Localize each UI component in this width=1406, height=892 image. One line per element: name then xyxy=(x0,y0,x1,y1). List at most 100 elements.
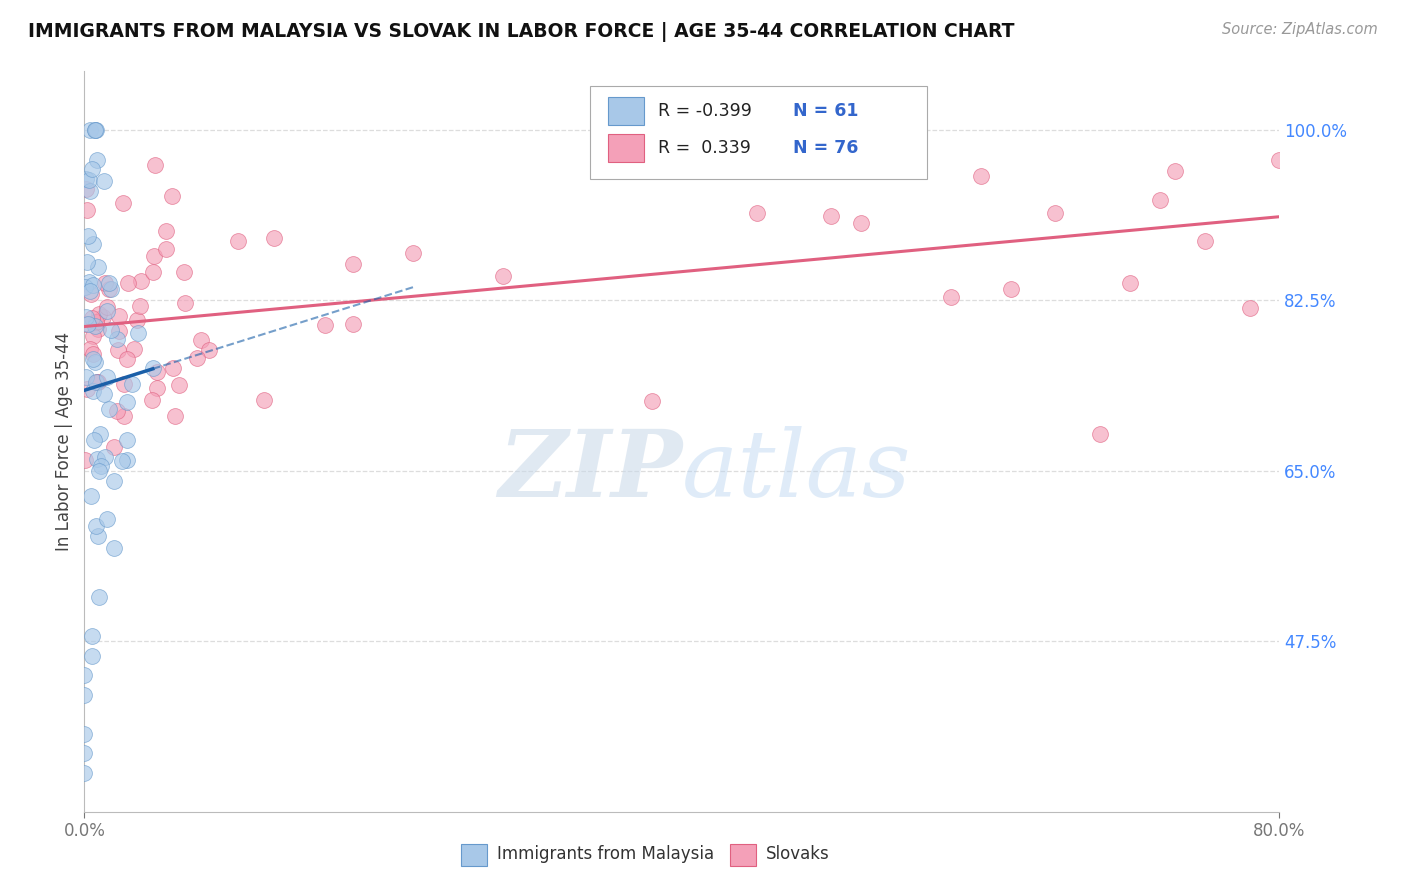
Point xyxy=(1119,277,1142,291)
Text: Slovaks: Slovaks xyxy=(766,845,830,863)
Point xyxy=(121,377,143,392)
Point xyxy=(143,158,166,172)
Point xyxy=(79,123,101,137)
Point xyxy=(79,343,101,357)
Point xyxy=(73,668,96,682)
Point xyxy=(73,280,96,294)
Point xyxy=(745,205,768,219)
Point xyxy=(894,123,917,137)
Point xyxy=(75,172,97,186)
Point xyxy=(84,123,107,137)
Point xyxy=(125,313,148,327)
Text: N = 61: N = 61 xyxy=(793,102,859,120)
Point xyxy=(146,381,169,395)
Point xyxy=(115,351,138,366)
Point xyxy=(82,347,104,361)
Point xyxy=(1090,426,1112,441)
Point xyxy=(122,342,145,356)
Point xyxy=(82,310,104,325)
Point xyxy=(141,393,163,408)
Point xyxy=(87,322,110,336)
FancyBboxPatch shape xyxy=(591,87,927,178)
Point xyxy=(86,452,108,467)
Point xyxy=(820,210,842,224)
Point xyxy=(84,375,107,389)
Point xyxy=(129,299,152,313)
Point xyxy=(1268,153,1291,168)
Point xyxy=(77,318,100,332)
Point xyxy=(94,276,117,290)
Point xyxy=(131,274,153,288)
Point xyxy=(91,310,114,325)
Point xyxy=(127,326,149,340)
Point xyxy=(115,433,138,447)
Point xyxy=(1000,282,1022,296)
Point xyxy=(79,184,101,198)
Text: IMMIGRANTS FROM MALAYSIA VS SLOVAK IN LABOR FORCE | AGE 35-44 CORRELATION CHART: IMMIGRANTS FROM MALAYSIA VS SLOVAK IN LA… xyxy=(28,22,1015,42)
Point xyxy=(173,295,195,310)
Point xyxy=(165,409,187,423)
Bar xyxy=(607,96,644,125)
Point xyxy=(75,182,97,196)
Point xyxy=(80,490,103,504)
Point xyxy=(87,464,110,478)
Point xyxy=(145,365,167,379)
Point xyxy=(73,746,96,760)
Point xyxy=(73,317,96,331)
Point xyxy=(73,452,96,467)
Point xyxy=(87,260,110,274)
Point xyxy=(86,529,108,543)
Point xyxy=(173,265,195,279)
Point xyxy=(851,137,873,152)
Text: N = 76: N = 76 xyxy=(793,138,859,157)
Point xyxy=(86,123,108,137)
Point xyxy=(90,459,112,474)
Point xyxy=(100,323,122,337)
Point xyxy=(82,384,104,398)
Bar xyxy=(730,844,756,866)
Point xyxy=(641,393,664,408)
Point xyxy=(89,307,111,321)
Point xyxy=(83,319,105,334)
Point xyxy=(155,243,177,257)
Point xyxy=(97,276,120,290)
Point xyxy=(98,282,121,296)
Point xyxy=(98,402,121,417)
Point xyxy=(73,765,96,780)
Point xyxy=(83,434,105,448)
Point xyxy=(160,189,183,203)
Point xyxy=(263,231,285,245)
Point xyxy=(155,224,177,238)
Point xyxy=(86,376,108,390)
Text: R = -0.399: R = -0.399 xyxy=(658,102,752,120)
Point xyxy=(112,377,135,392)
Point xyxy=(86,153,108,167)
Point xyxy=(73,727,96,741)
Bar xyxy=(461,844,486,866)
Point xyxy=(103,474,125,488)
Point xyxy=(226,235,249,249)
Point xyxy=(186,351,208,366)
Point xyxy=(84,519,107,533)
Point xyxy=(96,370,118,384)
Text: R =  0.339: R = 0.339 xyxy=(658,138,751,157)
Point xyxy=(96,304,118,318)
Point xyxy=(342,257,364,271)
Point xyxy=(112,409,135,423)
Point xyxy=(82,278,104,293)
Point xyxy=(492,268,515,283)
Point xyxy=(76,255,98,269)
Point xyxy=(402,246,425,260)
Y-axis label: In Labor Force | Age 35-44: In Labor Force | Age 35-44 xyxy=(55,332,73,551)
Point xyxy=(117,276,139,290)
Point xyxy=(103,541,125,556)
Text: Source: ZipAtlas.com: Source: ZipAtlas.com xyxy=(1222,22,1378,37)
Point xyxy=(89,427,111,442)
Point xyxy=(197,343,219,358)
Text: ZIP: ZIP xyxy=(498,426,682,516)
Point xyxy=(100,282,122,296)
Point xyxy=(314,318,336,333)
Point xyxy=(84,123,107,137)
Point xyxy=(107,343,129,357)
Point xyxy=(75,310,97,325)
